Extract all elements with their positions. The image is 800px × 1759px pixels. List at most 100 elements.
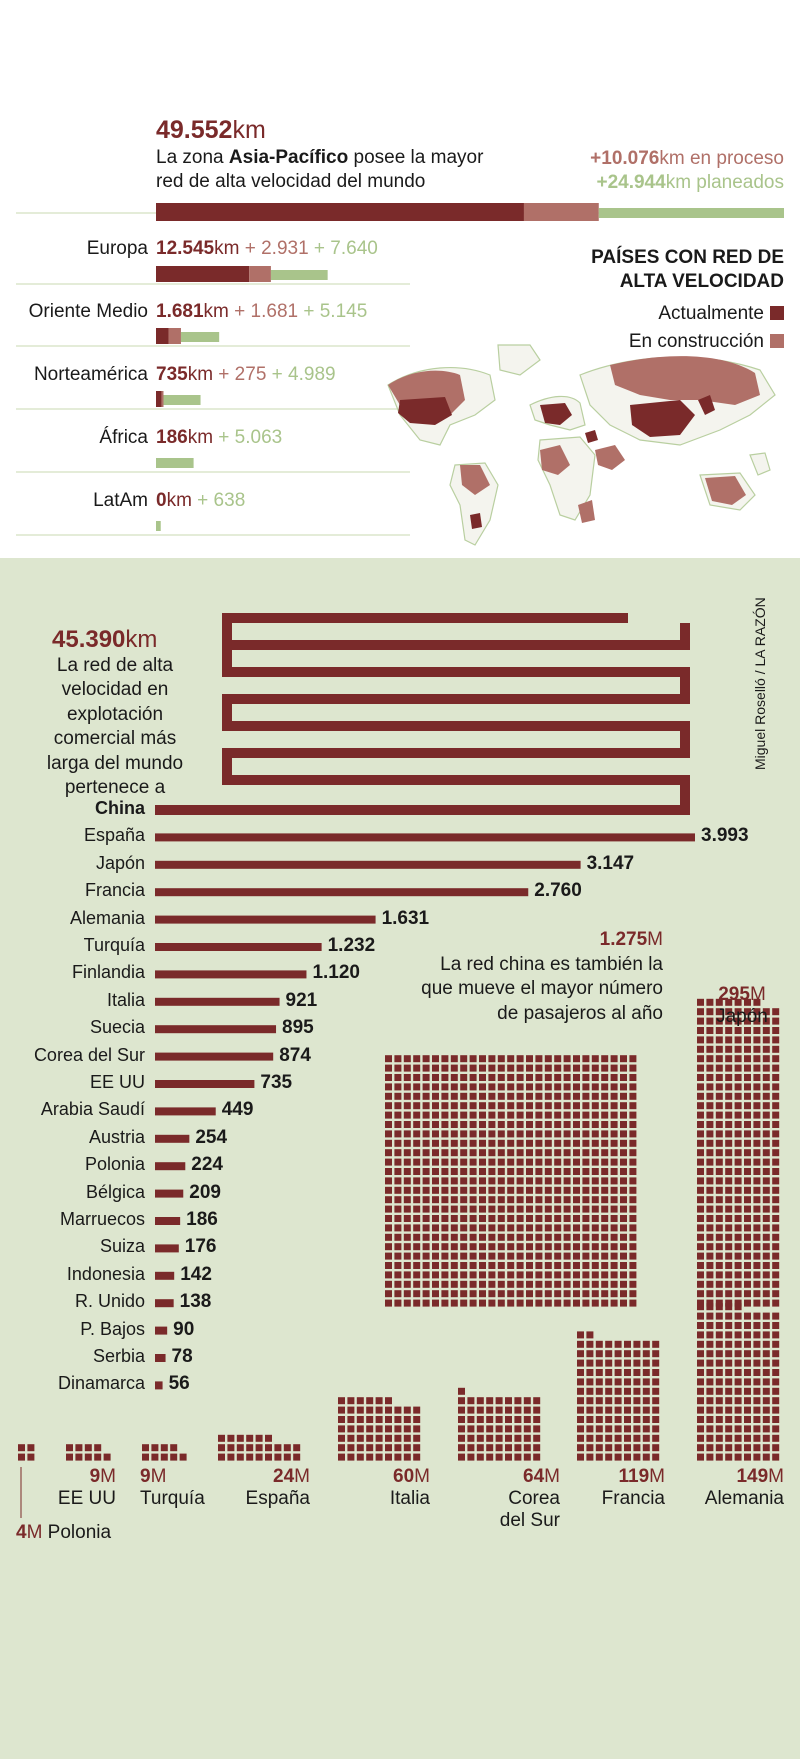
legend-item-current: Actualmente	[591, 300, 784, 328]
passenger-square	[706, 1262, 714, 1269]
passenger-square	[573, 1149, 580, 1157]
passenger-square	[582, 1215, 590, 1222]
passenger-square	[385, 1233, 392, 1241]
passenger-square	[366, 1444, 374, 1452]
passenger-square	[479, 1280, 486, 1288]
passenger-square	[516, 1168, 524, 1175]
passenger-square	[497, 1111, 505, 1119]
passenger-square	[544, 1158, 552, 1166]
passenger-square	[633, 1359, 641, 1367]
passenger-square	[497, 1252, 505, 1260]
passenger-square	[347, 1453, 355, 1461]
passenger-square	[772, 1340, 780, 1348]
passenger-square	[715, 1186, 723, 1194]
passenger-square	[516, 1196, 524, 1204]
pax-note-number: 1.275	[599, 929, 648, 950]
passenger-square	[469, 1092, 477, 1100]
passenger-square	[526, 1083, 533, 1091]
passenger-square	[595, 1387, 603, 1395]
passenger-square	[526, 1139, 533, 1147]
passenger-square	[620, 1262, 627, 1269]
passenger-square	[772, 1299, 780, 1307]
passenger-square	[507, 1064, 515, 1072]
passenger-square	[507, 1280, 515, 1288]
passenger-square	[601, 1271, 609, 1279]
passenger-square	[725, 1205, 733, 1213]
passenger-value-unit: M	[294, 1466, 310, 1487]
passenger-square	[586, 1331, 594, 1339]
passenger-square	[610, 1149, 618, 1157]
passenger-square	[385, 1111, 392, 1119]
passenger-square	[762, 1262, 770, 1269]
passenger-square	[772, 1149, 780, 1157]
passenger-square	[762, 1378, 770, 1386]
passenger-square	[486, 1434, 494, 1442]
passenger-value-unit: M	[768, 1466, 784, 1487]
passenger-square	[706, 1290, 714, 1298]
passenger-square	[413, 1453, 421, 1461]
passenger-square	[582, 1205, 590, 1213]
passenger-square	[403, 1453, 411, 1461]
passenger-square	[479, 1139, 486, 1147]
passenger-square	[486, 1416, 494, 1423]
passenger-label-value: 9M	[46, 1466, 116, 1488]
passenger-square	[706, 1387, 714, 1395]
passenger-square	[753, 1017, 761, 1025]
passenger-square	[394, 1168, 402, 1175]
passenger-square	[563, 1139, 571, 1147]
passenger-label-value: 60M	[360, 1466, 430, 1488]
pax-note-total: 1.275M	[380, 928, 663, 953]
passenger-square	[479, 1083, 486, 1091]
passenger-square	[715, 1215, 723, 1222]
passenger-square	[450, 1064, 458, 1072]
passenger-square	[507, 1168, 515, 1175]
passenger-square	[601, 1299, 609, 1307]
passenger-square	[762, 1290, 770, 1298]
passenger-square	[734, 1350, 742, 1358]
passenger-square	[586, 1406, 594, 1414]
passenger-square	[753, 1369, 761, 1376]
passenger-square	[734, 1045, 742, 1053]
passenger-square	[573, 1083, 580, 1091]
passenger-square	[495, 1406, 503, 1414]
passenger-square	[441, 1233, 449, 1241]
passenger-square	[563, 1271, 571, 1279]
passenger-square	[458, 1444, 465, 1452]
passenger-square	[753, 1139, 761, 1147]
passenger-square	[450, 1092, 458, 1100]
passenger-square	[523, 1406, 531, 1414]
passenger-square	[601, 1102, 609, 1110]
passenger-square	[526, 1186, 533, 1194]
passenger-square	[629, 1177, 637, 1185]
passenger-square	[725, 1177, 733, 1185]
passenger-square	[706, 1444, 714, 1452]
passenger-square	[486, 1425, 494, 1433]
passenger-square	[753, 1224, 761, 1232]
passenger-square	[563, 1168, 571, 1175]
passenger-square	[469, 1262, 477, 1269]
passenger-square	[620, 1271, 627, 1279]
passenger-square	[605, 1425, 613, 1433]
passenger-square	[762, 1196, 770, 1204]
region-value-process: + 2.931	[239, 238, 309, 259]
passenger-square	[497, 1299, 505, 1307]
passenger-square	[624, 1453, 631, 1461]
passenger-square	[595, 1406, 603, 1414]
passenger-square	[460, 1299, 468, 1307]
passenger-square	[413, 1055, 421, 1063]
passenger-square	[762, 1425, 770, 1433]
passenger-square	[772, 1111, 780, 1119]
passenger-square	[620, 1083, 627, 1091]
passenger-square	[753, 998, 761, 1006]
passenger-square	[366, 1434, 374, 1442]
passenger-square	[403, 1416, 411, 1423]
passenger-square	[432, 1196, 439, 1204]
passenger-square	[697, 1369, 704, 1376]
passenger-square	[84, 1444, 92, 1452]
passenger-square	[591, 1092, 599, 1100]
passenger-square	[697, 1139, 704, 1147]
passenger-square	[450, 1121, 458, 1128]
passenger-square	[715, 1290, 723, 1298]
passenger-square	[706, 1083, 714, 1091]
passenger-square	[460, 1215, 468, 1222]
